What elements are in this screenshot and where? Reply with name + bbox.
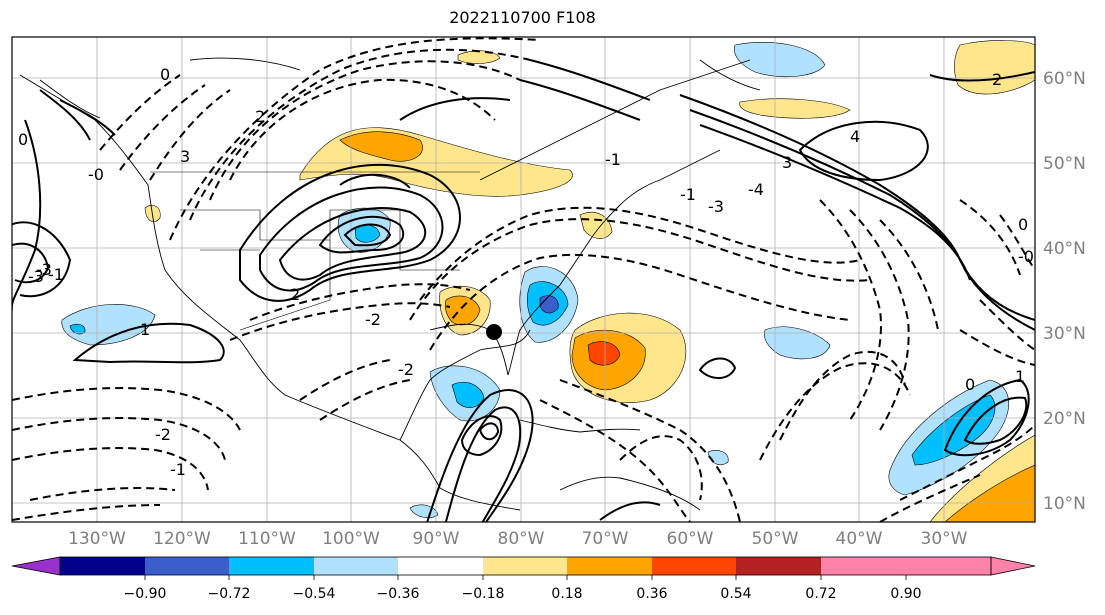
contour-label: -1	[48, 265, 64, 284]
solid-contours	[12, 59, 1035, 522]
contour-labels: 0 2 3 4 -2 -1 -3 1 -0 -1 2 3 0 -4 -3 0 -…	[18, 65, 1034, 479]
contour-label: 0	[18, 130, 28, 149]
colorbar-tick-label: 0.54	[720, 586, 751, 602]
colorbar-extend-low	[11, 556, 61, 576]
lon-label: 110°W	[238, 529, 296, 549]
colorbar-tick-label: −0.18	[462, 586, 505, 602]
cold-anomaly-southeast-center	[539, 295, 559, 314]
colorbar-swatch	[314, 557, 398, 575]
contour-label: 3	[782, 153, 792, 172]
cold-anomaly-pacific	[61, 304, 156, 346]
colorbar: −0.90 −0.72 −0.54 −0.36 −0.18 0.18 0.36 …	[11, 556, 1036, 602]
contour-label: 2	[992, 70, 1002, 89]
contour-label: 0	[1018, 215, 1028, 234]
colorbar-swatch	[60, 557, 145, 575]
lon-label: 90°W	[413, 529, 460, 549]
cold-anomaly-pacific-core	[69, 323, 86, 335]
cold-anomaly-labrador	[734, 42, 826, 77]
colorbar-frame	[59, 556, 992, 576]
contour-label: 0	[965, 375, 975, 394]
coastlines	[19, 57, 761, 511]
colorbar-tick-label: 0.18	[551, 586, 582, 602]
colorbar-swatch	[145, 557, 229, 575]
colorbar-swatch	[229, 557, 314, 575]
lon-label: 60°W	[667, 529, 714, 549]
graticule	[12, 37, 1035, 522]
colorbar-swatch	[398, 557, 483, 575]
lon-label: 70°W	[582, 529, 629, 549]
warm-anomaly-core-north	[339, 131, 423, 162]
shaded-anomaly-fields	[61, 40, 1035, 522]
lat-label: 50°N	[1043, 154, 1086, 174]
contour-label: -3	[28, 267, 44, 286]
lon-label: 120°W	[153, 529, 211, 549]
lat-label: 60°N	[1043, 69, 1086, 89]
contour-label: -2	[398, 360, 414, 379]
colorbar-swatch	[567, 557, 652, 575]
contour-label: -4	[748, 180, 764, 199]
colorbar-ticks	[144, 575, 907, 580]
colorbar-tick-label: −0.54	[293, 586, 336, 602]
longitude-labels: 130°W 120°W 110°W 100°W 90°W 80°W 70°W 6…	[68, 529, 968, 549]
colorbar-tick-label: 0.36	[636, 586, 667, 602]
contour-label: -0	[88, 165, 104, 184]
map-panel: 0 2 3 4 -2 -1 -3 1 -0 -1 2 3 0 -4 -3 0 -…	[12, 37, 1035, 522]
lon-label: 130°W	[68, 529, 126, 549]
contour-label: 4	[850, 127, 860, 146]
colorbar-tick-label: −0.72	[208, 586, 251, 602]
lon-label: 50°W	[752, 529, 799, 549]
colorbar-extend-high	[990, 556, 1036, 576]
lon-label: 100°W	[322, 529, 380, 549]
cold-anomaly-mid-atlantic	[763, 326, 831, 360]
colorbar-tick-labels: −0.90 −0.72 −0.54 −0.36 −0.18 0.18 0.36 …	[124, 586, 922, 602]
lat-label: 40°N	[1043, 239, 1086, 259]
lat-label: 20°N	[1043, 409, 1086, 429]
lon-label: 30°W	[921, 529, 968, 549]
colorbar-swatch	[736, 557, 821, 575]
cold-anomaly-caribbean-core	[451, 381, 485, 408]
location-marker	[486, 324, 502, 340]
map-frame	[11, 36, 1036, 523]
contour-label: 0	[160, 65, 170, 84]
contour-label: 2	[255, 107, 265, 126]
colorbar-swatch	[906, 557, 991, 575]
contour-label: -1	[170, 460, 186, 479]
colorbar-tick-label: −0.90	[124, 586, 167, 602]
colorbar-tick-label: −0.36	[377, 586, 420, 602]
lat-label: 10°N	[1043, 494, 1086, 514]
contour-label: 1	[140, 320, 150, 339]
latitude-labels: 60°N 50°N 40°N 30°N 20°N 10°N	[1043, 69, 1086, 514]
contour-label: -3	[708, 197, 724, 216]
contour-label: 2	[290, 285, 300, 304]
lon-label: 40°W	[836, 529, 883, 549]
contour-label: -1	[680, 185, 696, 204]
colorbar-tick-label: 0.90	[890, 586, 921, 602]
contour-label: -3	[36, 260, 52, 279]
contour-label: 1	[1015, 367, 1025, 386]
dashed-contours	[12, 37, 1035, 522]
contour-label: -2	[365, 310, 381, 329]
lat-label: 30°N	[1043, 324, 1086, 344]
contour-label: 3	[180, 147, 190, 166]
contour-label: -0	[1018, 247, 1034, 266]
colorbar-swatch	[821, 557, 906, 575]
colorbar-swatch	[483, 557, 567, 575]
hot-anomaly-atlantic-center	[587, 341, 621, 366]
colorbar-tick-label: 0.72	[805, 586, 836, 602]
map-title: 2022110700 F108	[449, 8, 596, 27]
warm-anomaly-north-atlantic	[739, 98, 851, 119]
lon-label: 80°W	[498, 529, 545, 549]
contour-label: -2	[155, 425, 171, 444]
colorbar-swatch	[652, 557, 736, 575]
contour-label: -1	[605, 150, 621, 169]
